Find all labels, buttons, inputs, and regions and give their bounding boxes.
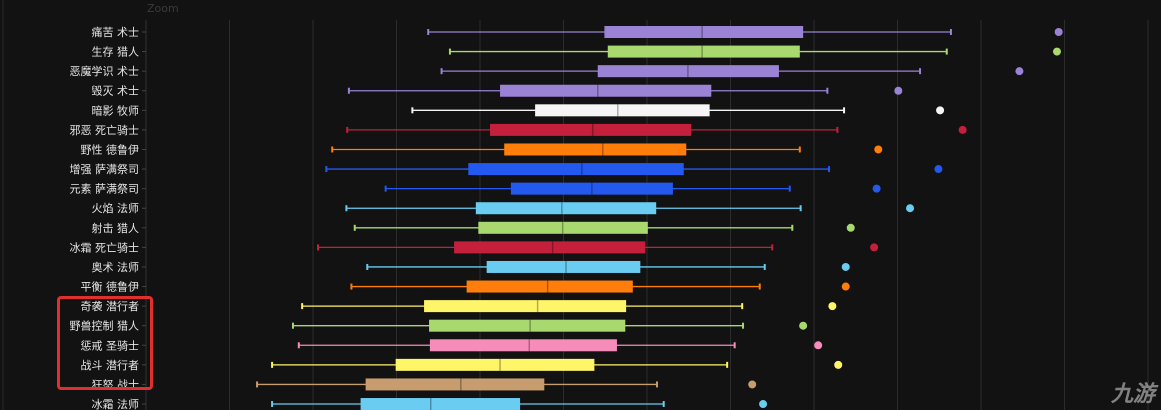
category-label: 邪恶 死亡骑士 — [70, 123, 140, 137]
outlier-point — [1052, 47, 1061, 56]
category-label: 增强 萨满祭司 — [70, 162, 140, 176]
box — [475, 202, 657, 215]
box — [466, 280, 633, 293]
box — [486, 260, 641, 273]
outlier-point — [894, 86, 903, 95]
box — [604, 26, 804, 38]
outlier-point — [872, 184, 881, 193]
outlier-point — [936, 106, 945, 115]
outlier-point — [870, 243, 879, 252]
outlier-point — [934, 165, 943, 174]
outlier-point — [906, 204, 915, 213]
category-label: 火焰 法师 — [92, 201, 140, 215]
outlier-point — [1015, 67, 1024, 76]
category-label: 暗影 牧师 — [92, 103, 140, 117]
category-label: 奇袭 潜行者 — [81, 299, 140, 313]
category-label: 野兽控制 猎人 — [70, 319, 140, 333]
box — [535, 104, 710, 117]
outlier-point — [874, 145, 883, 154]
category-label: 平衡 德鲁伊 — [81, 280, 140, 294]
box — [424, 300, 627, 313]
outlier-point — [828, 302, 837, 311]
box — [597, 65, 779, 78]
box — [500, 84, 712, 97]
category-label: 生存 猎人 — [92, 45, 140, 59]
category-label: 战斗 潜行者 — [81, 358, 140, 372]
category-label: 射击 猎人 — [92, 221, 140, 235]
outlier-point — [958, 125, 967, 134]
box — [429, 319, 626, 332]
outlier-point — [799, 321, 808, 330]
outlier-point — [759, 400, 768, 409]
box — [510, 182, 673, 195]
box — [607, 45, 800, 58]
zoom-label[interactable]: Zoom — [147, 2, 179, 15]
category-label: 毁灭 术士 — [92, 84, 140, 98]
box — [454, 241, 646, 254]
box — [429, 339, 617, 352]
category-label: 冰霜 法师 — [92, 397, 140, 410]
outlier-point — [841, 282, 850, 291]
outlier-point — [1054, 28, 1063, 36]
box — [490, 123, 692, 136]
category-label: 元素 萨满祭司 — [70, 183, 140, 196]
outlier-point — [846, 223, 855, 232]
category-label: 惩戒 圣骑士 — [81, 339, 140, 352]
category-label: 恶魔学识 术士 — [70, 64, 140, 78]
outlier-point — [814, 341, 823, 350]
outlier-point — [748, 380, 757, 389]
outlier-point — [841, 262, 850, 271]
box — [365, 378, 545, 391]
category-label: 冰霜 死亡骑士 — [70, 240, 140, 254]
box — [504, 143, 687, 156]
box — [468, 163, 684, 176]
box — [478, 221, 648, 234]
highlight-box — [57, 296, 153, 390]
outlier-point — [834, 360, 843, 369]
box — [395, 358, 595, 371]
box — [360, 398, 521, 410]
category-label: 痛苦 术士 — [92, 25, 140, 39]
watermark-logo: 九游 — [1110, 382, 1155, 407]
category-label: 奥术 法师 — [92, 260, 140, 274]
category-label: 野性 德鲁伊 — [81, 142, 140, 156]
